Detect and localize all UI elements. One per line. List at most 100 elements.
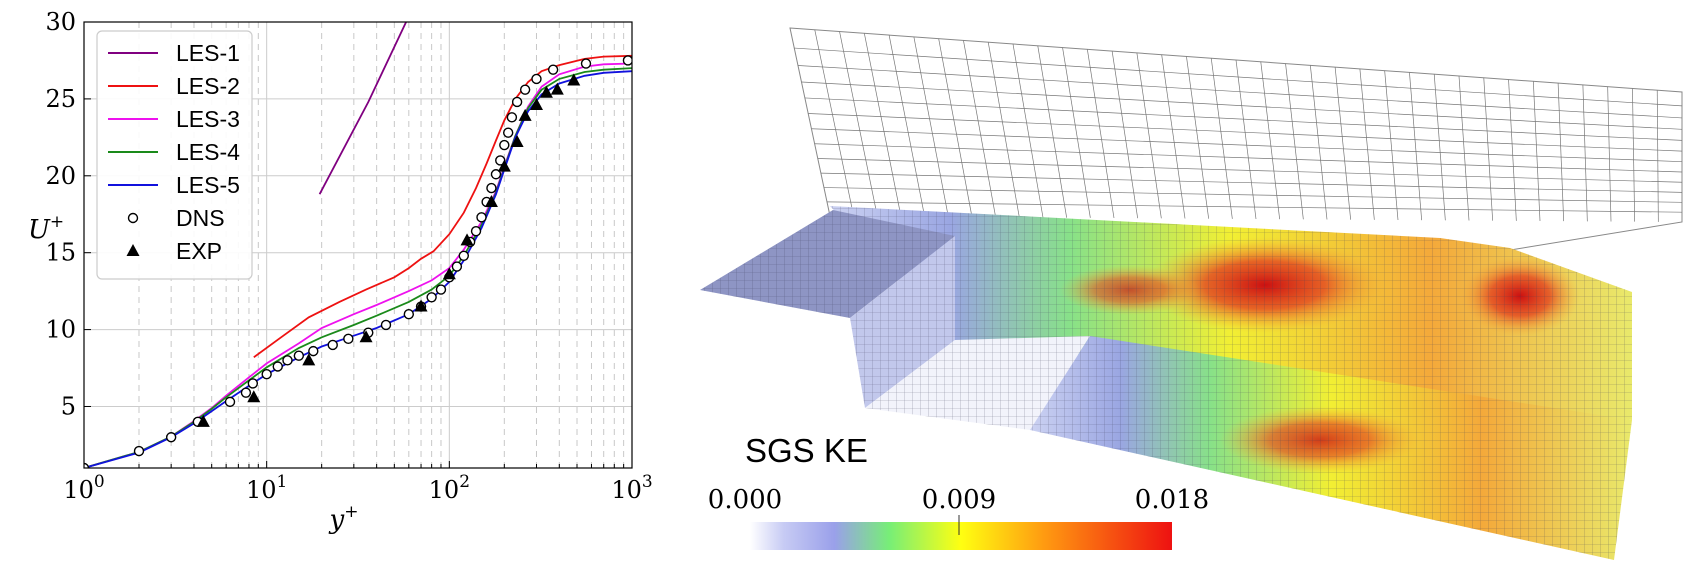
x-tick-label: 103 [611,472,652,504]
data-point-dns [476,212,487,223]
mesh-line [1186,56,1210,219]
data-point-dns [133,445,145,457]
data-point-dns [282,355,293,366]
data-point-dns [327,339,338,351]
data-point-exp [550,82,564,95]
data-point-exp [460,233,474,246]
mesh-line [817,158,1683,183]
mesh-line [1607,86,1612,222]
mesh-line [1260,61,1281,220]
mesh-line [1012,43,1044,218]
sgs-ke-contour-view: SGS KE 0.000 0.009 0.018 [700,27,1683,560]
data-point-dns [470,225,482,237]
mesh-line [823,187,1683,203]
data-point-dns [272,361,283,372]
data-point-exp [518,108,532,121]
y-axis-label: U+ [28,212,64,245]
legend-label-les-4: LES-4 [176,139,240,165]
legend: LES-1 LES-2 LES-3 LES-4 LES-5 DNS EXP [96,30,253,280]
y-tick-label: 20 [45,162,76,190]
mesh-line [804,97,1683,141]
mesh-line [1235,59,1257,220]
step-face-mesh [850,236,955,408]
mesh-line [1557,83,1565,222]
data-point-dns [435,284,447,295]
legend-swatch-exp [126,244,140,256]
data-point-exp [302,353,316,366]
data-point-dns [486,182,497,194]
floor-contour-mesh [1030,336,1632,560]
data-point-dns [519,84,531,95]
colorbar: SGS KE 0.000 0.009 0.018 [708,432,1209,550]
mesh-line [863,33,902,217]
mesh-line [1483,77,1494,221]
y-tick-label: 15 [45,239,76,267]
data-point-exp [484,194,498,207]
mesh-line [1334,67,1352,220]
mesh-line [1086,49,1115,219]
legend-label-les-1: LES-1 [176,40,240,66]
data-point-dns [547,64,559,75]
mesh-line [938,38,973,218]
back-wall-contour-mesh [830,206,1632,420]
data-point-dns [531,73,542,85]
data-point-dns [451,261,463,272]
data-point-dns [511,96,523,108]
colorbar-title: SGS KE [745,432,868,469]
data-point-dns [580,58,592,69]
y-tick-labels: 5 10 15 20 25 30 [45,8,76,420]
step-top-mesh [700,210,955,318]
data-point-exp [247,390,261,403]
legend-label-dns: DNS [176,205,225,231]
tick-marks [83,21,633,468]
series-line-les-1 [318,22,407,195]
mesh-line [1359,68,1375,220]
data-point-dns [506,112,518,123]
data-point-dns [165,432,177,443]
data-point-dns [293,350,305,361]
data-point-dns [426,292,437,303]
data-point-exp [414,299,428,312]
floor-recirculation-grid [865,336,1090,430]
x-tick-label: 102 [429,472,470,504]
mesh-line [814,29,855,217]
data-point-dns [458,250,469,261]
data-point-exp [196,414,210,427]
x-axis-label: y+ [329,502,359,535]
mesh-line [1309,65,1328,220]
plot-frame [83,21,633,469]
y-tick-label: 10 [45,316,76,344]
mesh-line [1062,47,1091,218]
x-tick-labels: 100 101 102 103 [63,472,652,504]
data-point-exp [529,98,543,111]
back-wall-grid [794,29,1683,222]
data-point-dns [403,309,415,320]
data-point-dns [240,387,252,398]
mesh-line [1037,45,1068,218]
y-tick-label: 25 [45,85,76,113]
legend-label-les-5: LES-5 [176,172,240,198]
data-point-dns [308,345,319,357]
mesh-line [1409,72,1423,221]
data-point-exp [567,73,581,86]
series-layer [84,22,632,468]
mesh-line [1161,54,1186,219]
mesh-line [839,31,878,217]
mesh-line [1433,74,1446,221]
legend-swatch-dns [127,212,139,224]
data-point-exp [442,267,456,280]
data-point-dns [261,368,272,380]
mesh-line [1285,63,1304,220]
data-point-exp [539,85,553,98]
mesh-line [801,81,1683,130]
mesh-line [1532,81,1541,222]
mesh-line [913,36,949,217]
mesh-line [1210,58,1233,219]
mesh-line [794,47,1683,107]
data-point-dns [343,333,354,345]
mesh-line [811,128,1683,163]
mesh-line [963,40,997,218]
data-point-dns [247,378,259,389]
